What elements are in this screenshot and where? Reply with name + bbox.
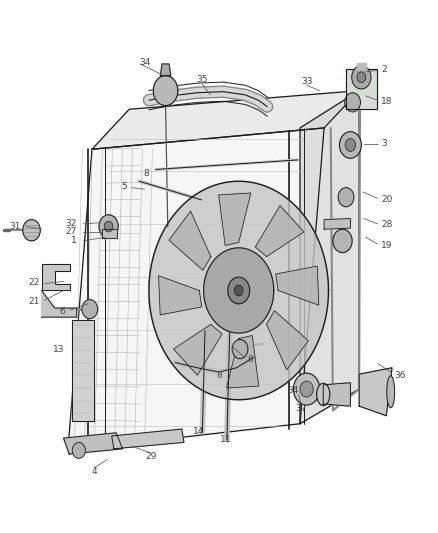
Text: 14: 14	[193, 427, 204, 436]
Circle shape	[99, 215, 118, 238]
Circle shape	[338, 188, 354, 207]
Text: 33: 33	[301, 77, 312, 85]
Circle shape	[333, 229, 352, 253]
Text: 34: 34	[139, 58, 150, 67]
Circle shape	[357, 72, 366, 83]
Polygon shape	[64, 433, 123, 454]
Text: 13: 13	[53, 345, 65, 353]
Text: 4: 4	[92, 467, 97, 476]
Text: 34: 34	[287, 386, 298, 394]
Polygon shape	[102, 229, 117, 238]
Polygon shape	[160, 64, 171, 76]
Circle shape	[352, 66, 371, 89]
Polygon shape	[42, 290, 77, 317]
Text: 2: 2	[381, 65, 387, 74]
Polygon shape	[323, 383, 350, 406]
Text: 20: 20	[381, 196, 392, 204]
Circle shape	[300, 381, 313, 397]
Polygon shape	[357, 63, 366, 69]
Circle shape	[104, 221, 113, 232]
Text: 22: 22	[28, 278, 39, 287]
Text: 37: 37	[296, 405, 307, 413]
Polygon shape	[267, 311, 308, 370]
Circle shape	[72, 442, 85, 458]
Text: 27: 27	[65, 228, 77, 236]
Polygon shape	[359, 368, 392, 416]
Text: 28: 28	[381, 221, 392, 229]
Polygon shape	[92, 91, 359, 149]
Circle shape	[345, 139, 356, 151]
Polygon shape	[255, 206, 304, 256]
Circle shape	[293, 373, 320, 405]
Polygon shape	[219, 193, 251, 245]
Polygon shape	[169, 211, 211, 270]
Circle shape	[228, 277, 250, 304]
Text: 5: 5	[121, 182, 127, 191]
Ellipse shape	[387, 376, 395, 408]
Text: 8: 8	[143, 169, 149, 177]
Circle shape	[234, 285, 243, 296]
Polygon shape	[72, 320, 94, 421]
Text: 3: 3	[381, 140, 387, 148]
Text: 6: 6	[59, 308, 65, 316]
Text: 6: 6	[247, 356, 253, 364]
Text: 31: 31	[10, 222, 21, 231]
Circle shape	[345, 93, 360, 112]
Text: 11: 11	[220, 435, 231, 444]
Text: 19: 19	[381, 241, 392, 249]
Text: 18: 18	[381, 97, 392, 106]
Polygon shape	[159, 276, 201, 315]
Text: 36: 36	[394, 372, 406, 380]
Circle shape	[232, 340, 248, 359]
Polygon shape	[42, 264, 70, 290]
Polygon shape	[226, 336, 259, 388]
Polygon shape	[324, 219, 350, 229]
Circle shape	[82, 300, 98, 319]
Polygon shape	[204, 248, 274, 333]
Circle shape	[339, 132, 361, 158]
Text: 1: 1	[71, 237, 77, 245]
Polygon shape	[153, 76, 178, 106]
Polygon shape	[149, 181, 328, 400]
Ellipse shape	[317, 383, 330, 406]
Polygon shape	[300, 91, 359, 424]
Polygon shape	[112, 429, 184, 449]
Polygon shape	[173, 325, 222, 375]
Text: 35: 35	[197, 76, 208, 84]
Text: 32: 32	[65, 220, 77, 228]
Polygon shape	[276, 266, 319, 305]
Text: 29: 29	[145, 453, 157, 461]
Circle shape	[23, 220, 40, 241]
Text: 21: 21	[28, 297, 39, 305]
Polygon shape	[346, 69, 377, 109]
Polygon shape	[68, 128, 324, 450]
Text: 8: 8	[216, 372, 222, 380]
